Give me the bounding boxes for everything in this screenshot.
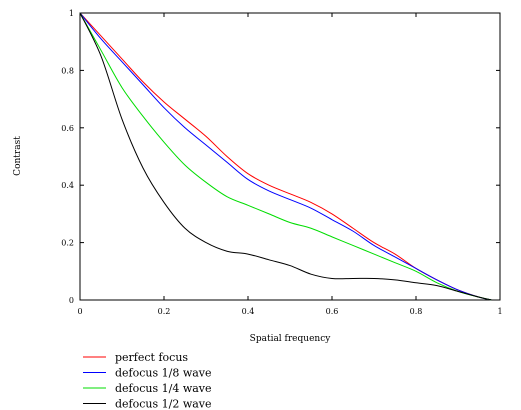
series-line-2 bbox=[79, 12, 492, 301]
x-tick-label: 0.4 bbox=[242, 307, 255, 316]
y-tick-label: 0.4 bbox=[61, 181, 74, 190]
legend-label: defocus 1/4 wave bbox=[115, 382, 212, 395]
plot-frame bbox=[79, 12, 501, 301]
series-lines bbox=[79, 12, 492, 301]
y-axis-label: Contrast bbox=[13, 136, 23, 176]
legend-label: defocus 1/8 wave bbox=[115, 367, 212, 380]
y-tick-label: 0.2 bbox=[61, 239, 74, 248]
x-tick-label: 0.6 bbox=[326, 307, 339, 316]
y-tick-label: 0 bbox=[69, 296, 74, 305]
x-tick-label: 1 bbox=[497, 307, 502, 316]
legend-label: defocus 1/2 wave bbox=[115, 398, 212, 410]
legend: perfect focus defocus 1/8 wave defocus 1/4… bbox=[83, 351, 212, 410]
legend-label: perfect focus bbox=[115, 351, 188, 364]
y-tick-label: 1 bbox=[69, 9, 74, 18]
series-line-3 bbox=[79, 12, 492, 301]
x-axis-label: Spatial frequency bbox=[250, 334, 332, 344]
series-line-1 bbox=[79, 12, 492, 301]
y-tick-label: 0.6 bbox=[61, 124, 74, 133]
x-tick-label: 0.8 bbox=[410, 307, 423, 316]
y-axis-ticks: 0 0.2 0.4 0.6 0.8 1 bbox=[61, 9, 500, 305]
series-line-4 bbox=[79, 12, 492, 301]
y-tick-label: 0.8 bbox=[61, 66, 74, 75]
x-tick-label: 0 bbox=[77, 307, 82, 316]
x-tick-label: 0.2 bbox=[158, 307, 171, 316]
x-axis-ticks: 0 0.2 0.4 0.6 0.8 1 bbox=[77, 13, 503, 316]
